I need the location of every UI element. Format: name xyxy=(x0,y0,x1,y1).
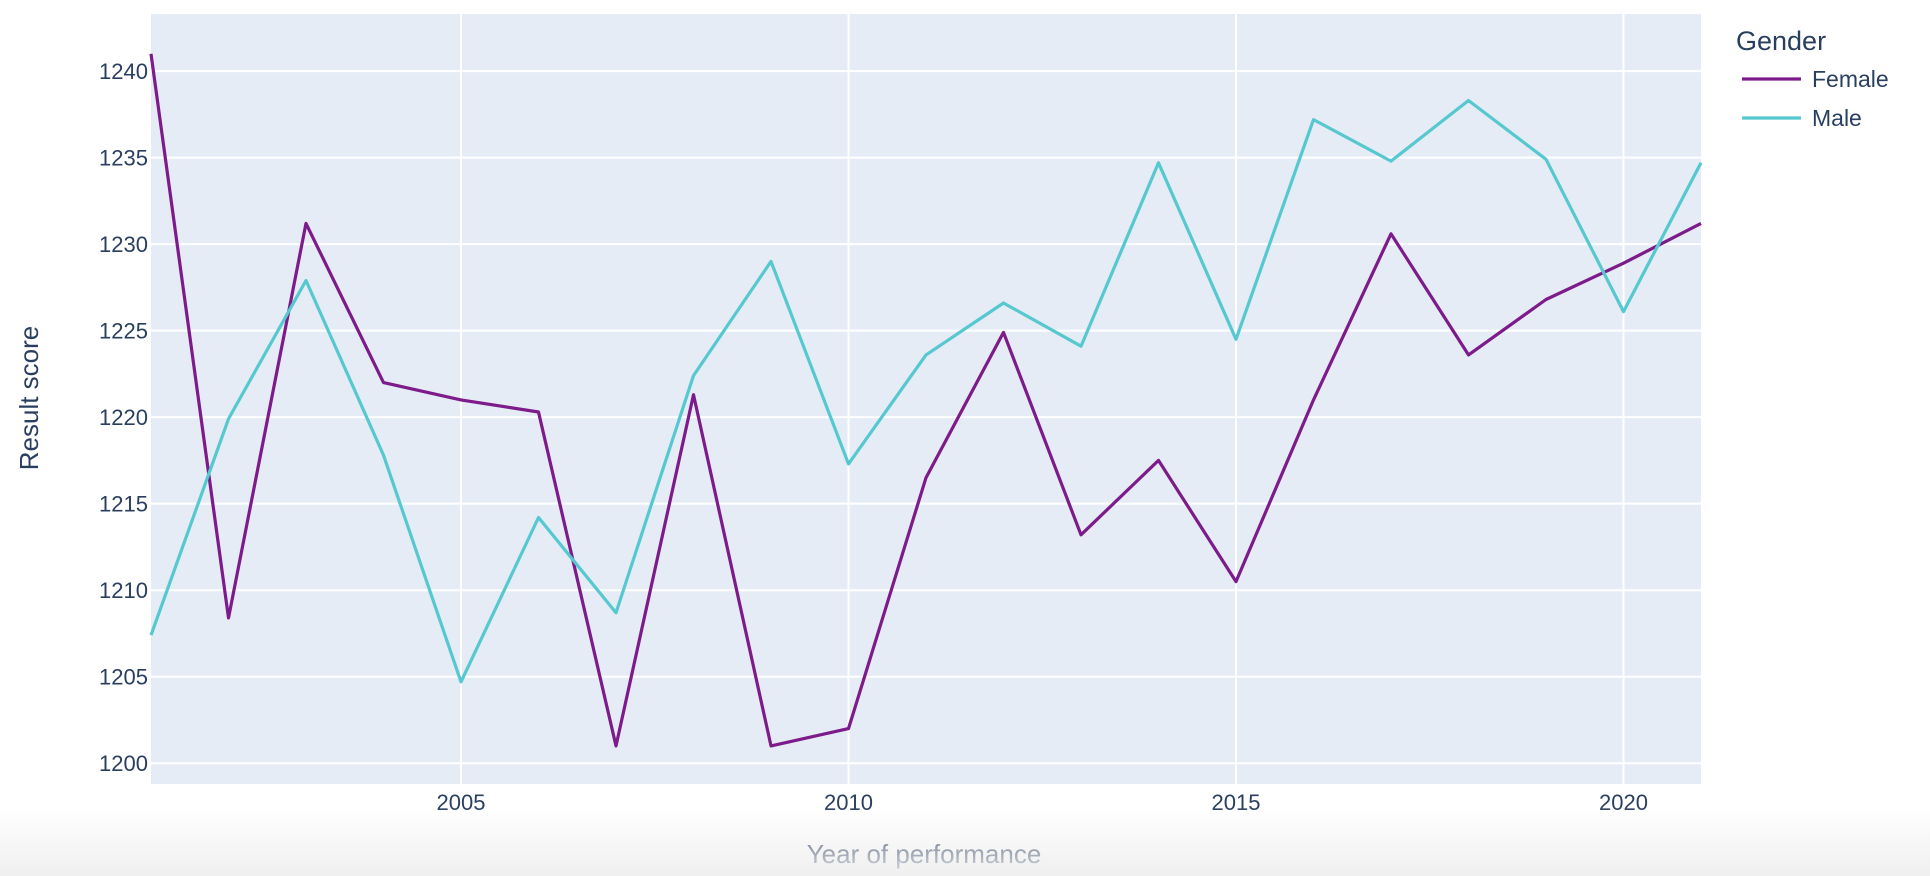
y-tick-label: 1200 xyxy=(99,751,148,776)
x-axis-title: Year of performance xyxy=(807,839,1042,869)
x-axis-ticks: 2005 2010 2015 2020 xyxy=(437,790,1648,815)
y-tick-label: 1225 xyxy=(99,319,148,344)
y-tick-label: 1210 xyxy=(99,578,148,603)
x-tick-label: 2020 xyxy=(1599,790,1648,815)
series-line-male xyxy=(149,98,1703,684)
y-axis-ticks: 1200 1205 1210 1215 1220 1225 1230 1235 1240 xyxy=(99,59,148,776)
legend-item-female[interactable]: Female xyxy=(1742,66,1889,92)
legend[interactable]: Gender Female Male xyxy=(1736,26,1889,131)
legend-label: Male xyxy=(1812,105,1862,131)
legend-item-male[interactable]: Male xyxy=(1742,105,1862,131)
y-tick-label: 1240 xyxy=(99,59,148,84)
legend-title: Gender xyxy=(1736,26,1826,56)
x-tick-label: 2005 xyxy=(437,790,486,815)
series-lines xyxy=(149,53,1703,748)
y-tick-label: 1235 xyxy=(99,146,148,171)
legend-label: Female xyxy=(1812,66,1889,92)
y-tick-label: 1230 xyxy=(99,232,148,257)
x-tick-label: 2010 xyxy=(824,790,873,815)
x-tick-label: 2015 xyxy=(1212,790,1261,815)
y-tick-label: 1220 xyxy=(99,405,148,430)
y-tick-label: 1205 xyxy=(99,665,148,690)
y-axis-title: Result score xyxy=(14,326,44,471)
plot-area xyxy=(151,14,1701,784)
y-tick-label: 1215 xyxy=(99,492,148,517)
series-line-female xyxy=(149,53,1702,748)
grid-lines xyxy=(151,14,1701,784)
